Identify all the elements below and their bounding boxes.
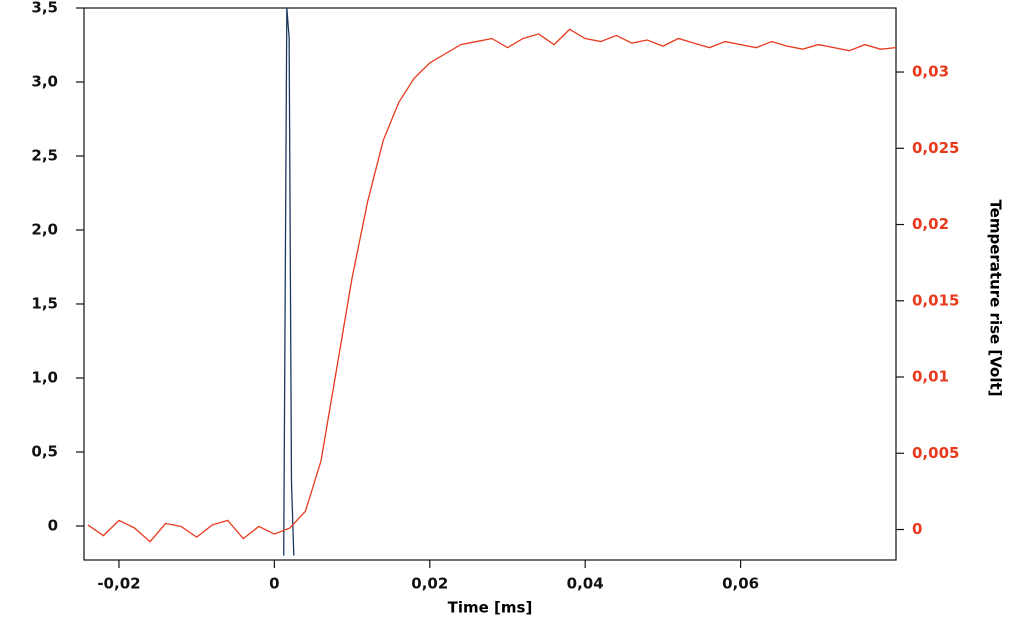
- y2-tick-label: 0,01: [912, 368, 949, 386]
- x-axis-label: Time [ms]: [448, 599, 533, 617]
- x-tick-label: -0,02: [97, 575, 140, 593]
- y-tick-label: 0,5: [31, 442, 58, 460]
- y2-tick-label: 0,02: [912, 215, 949, 233]
- data-line: [283, 7, 295, 556]
- x-tick-label: 0,06: [722, 575, 759, 593]
- data-line: [87, 28, 897, 543]
- y-tick-label: 2,5: [31, 146, 58, 164]
- y2-axis-label: Temperature rise [Volt]: [987, 199, 1005, 396]
- x-tick-label: 0,04: [567, 575, 604, 593]
- y-tick-label: 3,0: [31, 72, 58, 90]
- y-tick-label: 1,0: [31, 368, 58, 386]
- y-tick-label: 1,5: [31, 294, 58, 312]
- y2-tick-label: 0,015: [912, 291, 959, 309]
- x-tick-label: 0: [269, 575, 279, 593]
- y-tick-label: 3,5: [31, 0, 58, 17]
- y-tick-label: 0: [48, 516, 58, 534]
- y2-tick-label: 0: [912, 520, 922, 538]
- y2-tick-label: 0,025: [912, 139, 959, 157]
- plot-frame: [83, 7, 897, 561]
- x-tick-label: 0,02: [411, 575, 448, 593]
- y2-tick-label: 0,005: [912, 444, 959, 462]
- y2-tick-label: 0,03: [912, 63, 949, 81]
- y-tick-label: 2,0: [31, 220, 58, 238]
